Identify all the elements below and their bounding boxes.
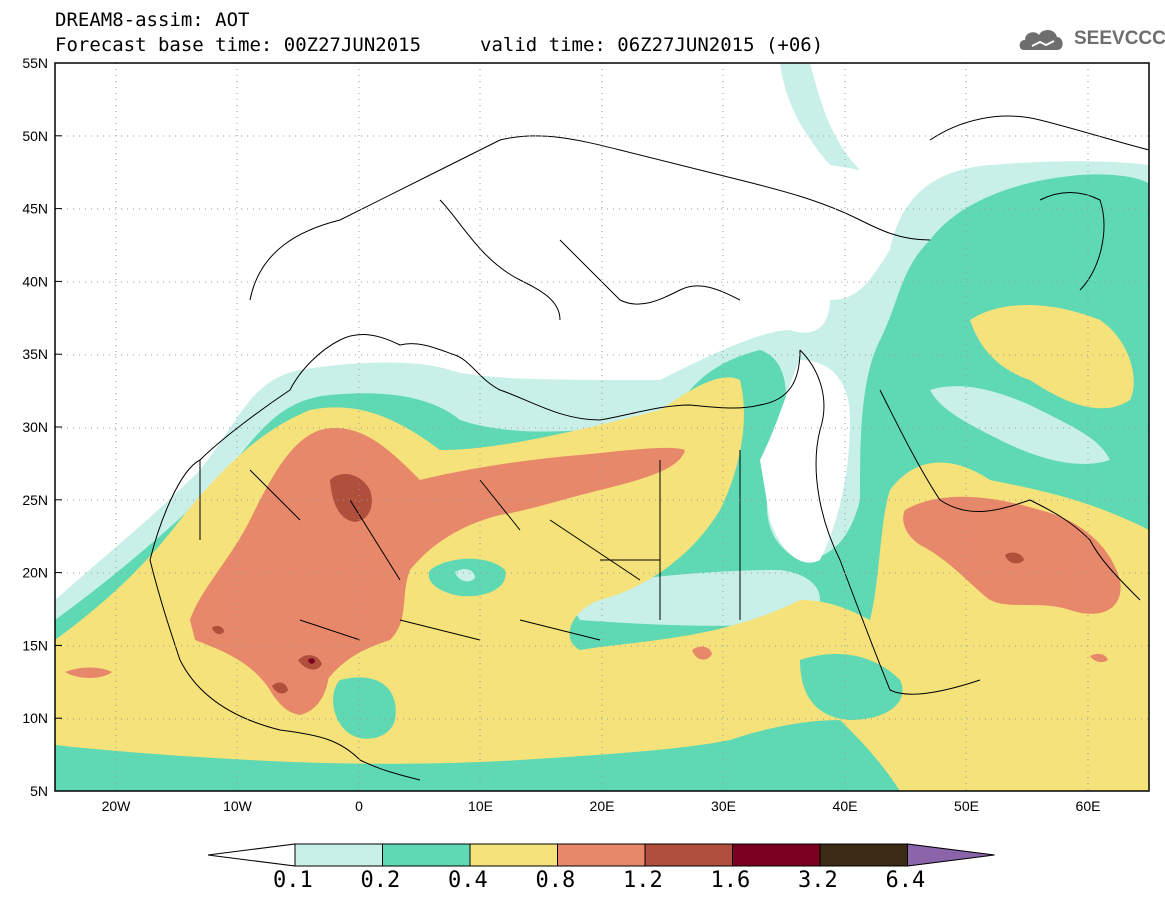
aot-shading bbox=[55, 63, 1149, 791]
base-time-label: Forecast base time: 00Z27JUN2015 bbox=[55, 34, 422, 56]
colorbar-under-triangle bbox=[207, 843, 296, 867]
coastlines bbox=[149, 115, 1149, 781]
colorbar-box bbox=[732, 843, 821, 867]
lat-label-40N: 40N bbox=[22, 273, 48, 289]
aot-clear-gap-3 bbox=[930, 386, 1110, 464]
aot-south-teal-2 bbox=[800, 654, 903, 720]
lat-label-20N: 20N bbox=[22, 565, 48, 581]
aot-level-0.4-iran bbox=[970, 305, 1134, 409]
colorbar-box bbox=[469, 843, 558, 867]
lon-label-60E: 60E bbox=[1076, 798, 1101, 814]
aot-level-0.8 bbox=[190, 428, 685, 707]
aot-level-0.8-india bbox=[1090, 653, 1108, 663]
colorbar-label-6.4: 6.4 bbox=[885, 868, 926, 893]
colorbar-box bbox=[557, 843, 646, 867]
gridlines bbox=[55, 63, 1149, 791]
lon-label-10W: 10W bbox=[223, 798, 253, 814]
aot-level-1.6 bbox=[308, 658, 315, 664]
colorbar-label-0.2: 0.2 bbox=[360, 868, 401, 893]
map-title: DREAM8-assim: AOT bbox=[55, 9, 250, 31]
colorbar-label-1.6: 1.6 bbox=[710, 868, 751, 893]
lat-label-30N: 30N bbox=[22, 419, 48, 435]
lat-label-5N: 5N bbox=[30, 783, 48, 799]
lon-label-0: 0 bbox=[355, 798, 363, 814]
aot-level-1.2 bbox=[330, 474, 372, 522]
colorbar-label-3.2: 3.2 bbox=[798, 868, 838, 893]
lat-label-25N: 25N bbox=[22, 492, 48, 508]
aot-level-0.2-hole bbox=[455, 569, 475, 582]
aot-level-0.8-sudan bbox=[692, 646, 712, 660]
lon-label-30E: 30E bbox=[711, 798, 736, 814]
aot-level-0.1-north bbox=[780, 63, 860, 170]
aot-level-1.2-mali-2 bbox=[272, 682, 288, 694]
lon-label-10E: 10E bbox=[468, 798, 493, 814]
lon-label-40E: 40E bbox=[833, 798, 858, 814]
aot-level-1.2-oman bbox=[1005, 552, 1024, 564]
lat-label-15N: 15N bbox=[22, 637, 48, 653]
colorbar-over-triangle bbox=[907, 843, 995, 867]
lat-ticks bbox=[55, 62, 62, 792]
lat-label-10N: 10N bbox=[22, 710, 48, 726]
colorbar-box bbox=[382, 843, 471, 867]
colorbar-label-0.1: 0.1 bbox=[273, 868, 313, 893]
lon-label-50E: 50E bbox=[954, 798, 979, 814]
colorbar-label-1.2: 1.2 bbox=[623, 868, 663, 893]
aot-level-1.2-mali-3 bbox=[212, 625, 224, 635]
lat-label-35N: 35N bbox=[22, 346, 48, 362]
logo-text: SEEVCCC bbox=[1074, 28, 1165, 49]
cloud-logo-icon bbox=[1019, 29, 1063, 50]
lon-label-20W: 20W bbox=[102, 798, 132, 814]
lon-labels: 20W 10W 0 10E 20E 30E 40E 50E 60E bbox=[102, 798, 1101, 814]
lat-labels: 55N 50N 45N 40N 35N 30N 25N 20N 15N 10N 5N bbox=[22, 55, 48, 799]
valid-time-label: valid time: 06Z27JUN2015 (+06) bbox=[480, 34, 824, 56]
colorbar-label-0.4: 0.4 bbox=[448, 868, 488, 893]
lat-label-50N: 50N bbox=[22, 128, 48, 144]
lat-label-55N: 55N bbox=[22, 55, 48, 71]
lat-label-45N: 45N bbox=[22, 201, 48, 217]
colorbar-box bbox=[644, 843, 733, 867]
colorbar-box bbox=[819, 843, 908, 867]
aot-south-teal bbox=[333, 677, 396, 739]
aot-level-0.8-west bbox=[65, 667, 112, 678]
aot-clear-gap bbox=[760, 360, 850, 563]
lon-label-20E: 20E bbox=[590, 798, 615, 814]
colorbar-box bbox=[294, 843, 383, 867]
colorbar-label-0.8: 0.8 bbox=[535, 868, 576, 893]
